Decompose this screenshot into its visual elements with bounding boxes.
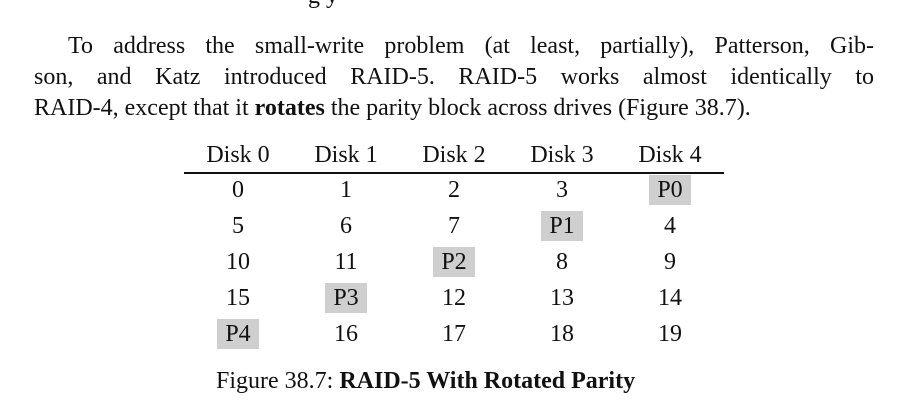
parity-block-label: P1 [541, 211, 583, 241]
header-disk-1: Disk 1 [314, 142, 378, 168]
data-block-cell: 2 [400, 174, 508, 206]
table-row: 5 6 7 P1 4 [184, 208, 724, 244]
data-block-label: 16 [334, 321, 358, 347]
parity-block-label: P0 [649, 175, 691, 205]
data-block-cell: 19 [616, 318, 724, 350]
data-block-cell: 4 [616, 210, 724, 242]
parity-block-label: P4 [217, 319, 259, 349]
parity-block-cell: P1 [508, 210, 616, 242]
header-disk-2: Disk 2 [422, 142, 486, 168]
data-block-label: 9 [664, 249, 676, 275]
paragraph-line-3: RAID-4, except that it rotates the parit… [34, 93, 874, 124]
parity-block-label: P2 [433, 247, 475, 277]
data-block-label: 6 [340, 213, 352, 239]
table-row: 15 P3 12 13 14 [184, 280, 724, 316]
paragraph-line-3-pre: RAID-4, except that it [34, 95, 255, 121]
data-block-label: 3 [556, 177, 568, 203]
caption-label: Figure 38.7: [216, 368, 340, 394]
header-rule [184, 172, 724, 174]
data-block-label: 8 [556, 249, 568, 275]
data-block-label: 18 [550, 321, 574, 347]
parity-block-cell: P2 [400, 246, 508, 278]
caption-title: RAID-5 With Rotated Parity [339, 368, 636, 394]
parity-block-cell: P4 [184, 318, 292, 350]
data-block-cell: 18 [508, 318, 616, 350]
data-block-cell: 12 [400, 282, 508, 314]
data-block-cell: 0 [184, 174, 292, 206]
data-block-cell: 14 [616, 282, 724, 314]
data-block-label: 1 [340, 177, 352, 203]
table-body: 0 1 2 3 P0 5 6 7 P1 4 10 11 P2 8 9 15 P3 12 13 14 P4 16 17 18 19 [184, 172, 724, 352]
data-block-cell: 6 [292, 210, 400, 242]
data-block-label: 19 [658, 321, 682, 347]
paragraph-line-2: son, and Katz introduced RAID-5. RAID-5 … [34, 64, 874, 90]
data-block-label: 10 [226, 249, 250, 275]
data-block-cell: 17 [400, 318, 508, 350]
header-disk-0: Disk 0 [206, 142, 270, 168]
data-block-cell: 1 [292, 174, 400, 206]
header-disk-3: Disk 3 [530, 142, 594, 168]
data-block-label: 11 [334, 249, 358, 275]
data-block-cell: 11 [292, 246, 400, 278]
data-block-cell: 15 [184, 282, 292, 314]
data-block-label: 17 [442, 321, 466, 347]
paragraph-line-1: To address the small-write problem (at l… [68, 33, 874, 59]
data-block-label: 7 [448, 213, 460, 239]
data-block-label: 0 [232, 177, 244, 203]
header-disk-4: Disk 4 [638, 142, 702, 168]
clipped-heading-fragment: g y [308, 0, 338, 10]
table-row: P4 16 17 18 19 [184, 316, 724, 352]
table-header-row: Disk 0 Disk 1 Disk 2 Disk 3 Disk 4 [184, 140, 724, 174]
data-block-cell: 13 [508, 282, 616, 314]
parity-block-cell: P0 [616, 174, 724, 206]
data-block-cell: 16 [292, 318, 400, 350]
data-block-cell: 9 [616, 246, 724, 278]
data-block-label: 14 [658, 285, 682, 311]
table-row: 10 11 P2 8 9 [184, 244, 724, 280]
data-block-cell: 7 [400, 210, 508, 242]
parity-block-cell: P3 [292, 282, 400, 314]
data-block-label: 13 [550, 285, 574, 311]
paragraph-line-3-post: the parity block across drives (Figure 3… [324, 95, 751, 121]
parity-block-label: P3 [325, 283, 367, 313]
data-block-cell: 5 [184, 210, 292, 242]
data-block-label: 15 [226, 285, 250, 311]
data-block-label: 4 [664, 213, 676, 239]
data-block-cell: 8 [508, 246, 616, 278]
data-block-label: 2 [448, 177, 460, 203]
data-block-label: 5 [232, 213, 244, 239]
data-block-cell: 10 [184, 246, 292, 278]
data-block-cell: 3 [508, 174, 616, 206]
figure-caption: Figure 38.7: RAID-5 With Rotated Parity [216, 368, 635, 395]
table-row: 0 1 2 3 P0 [184, 172, 724, 208]
data-block-label: 12 [442, 285, 466, 311]
emphasis-rotates: rotates [254, 95, 325, 121]
